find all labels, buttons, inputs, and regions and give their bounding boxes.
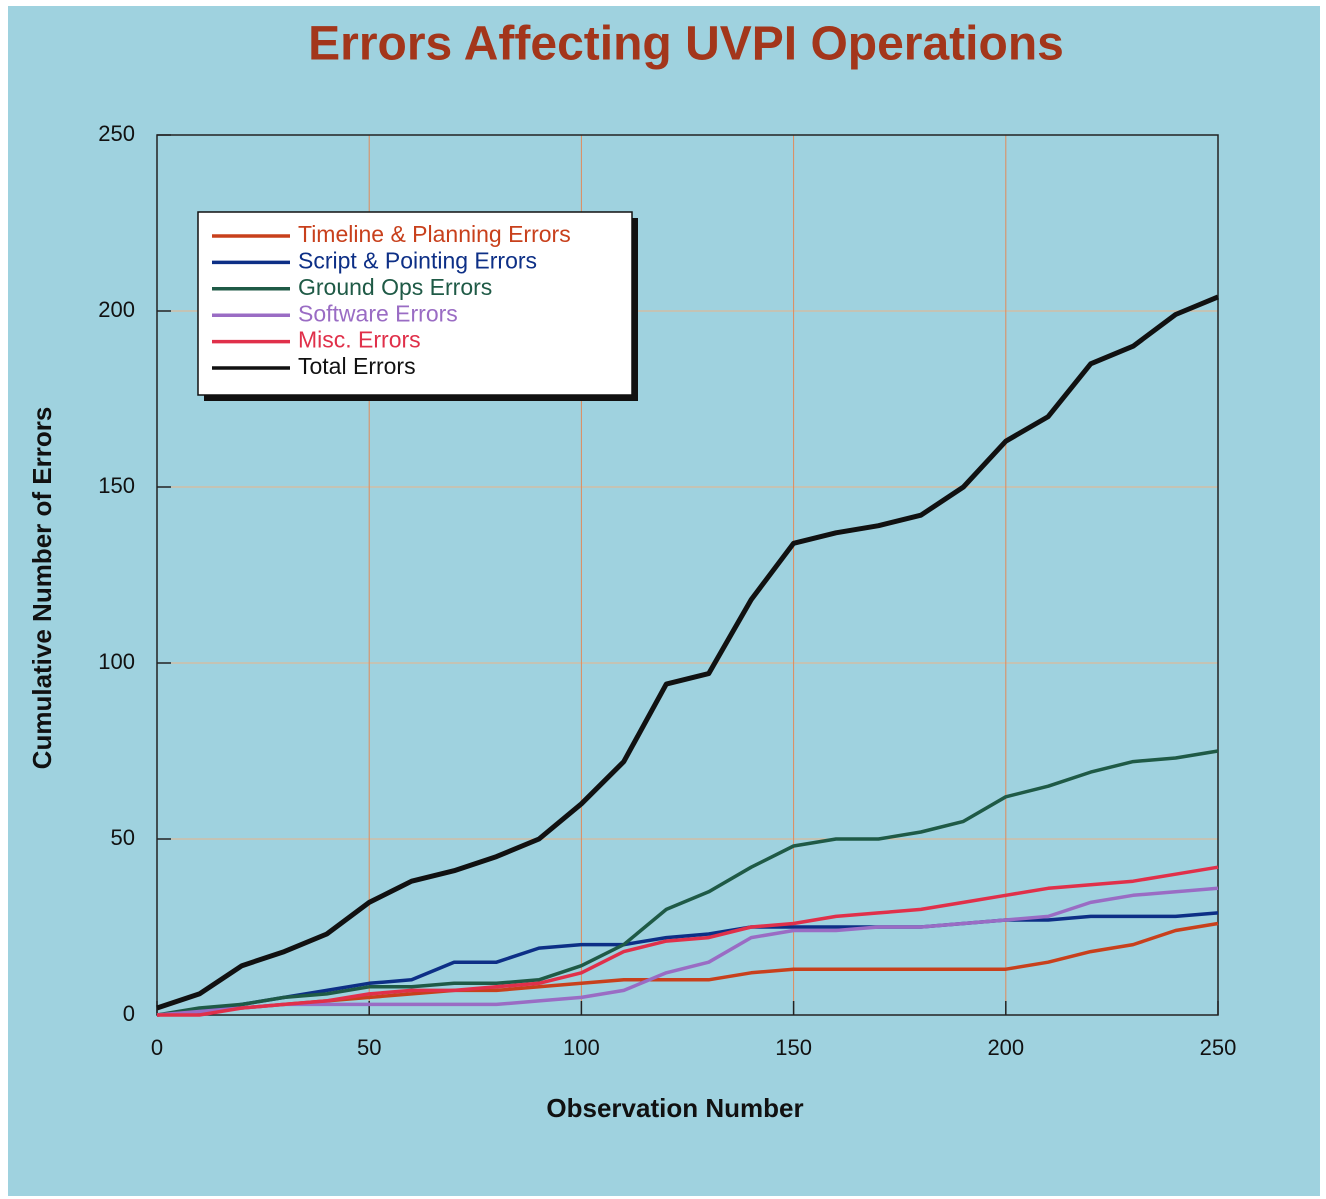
legend-label: Script & Pointing Errors (298, 247, 537, 273)
x-tick-label: 100 (563, 1035, 600, 1060)
plot-frame (156, 134, 1219, 1016)
y-tick-label: 50 (111, 825, 135, 850)
chart-title: Errors Affecting UVPI Operations (308, 18, 1064, 71)
series-line (156, 911, 1219, 1017)
series-line (156, 294, 1219, 1011)
x-tick-label: 200 (987, 1035, 1024, 1060)
series-line (156, 886, 1219, 1017)
y-tick-label: 0 (123, 1001, 135, 1026)
legend-label: Timeline & Planning Errors (298, 221, 571, 247)
legend-label: Total Errors (298, 353, 416, 379)
y-axis-label: Cumulative Number of Errors (27, 407, 57, 770)
legend-label: Misc. Errors (298, 327, 421, 353)
legend-label: Ground Ops Errors (298, 274, 492, 300)
y-tick-label: 150 (98, 473, 135, 498)
y-tick-label: 100 (98, 649, 135, 674)
y-tick-label: 200 (98, 297, 135, 322)
y-tick-label: 250 (98, 121, 135, 146)
x-tick-label: 250 (1200, 1035, 1237, 1060)
legend-label: Software Errors (298, 300, 458, 326)
x-tick-label: 150 (775, 1035, 812, 1060)
x-axis-label: Observation Number (546, 1093, 803, 1123)
series-line (156, 749, 1219, 1017)
legend-box (197, 211, 633, 396)
x-tick-label: 0 (151, 1035, 163, 1060)
x-tick-label: 50 (357, 1035, 381, 1060)
background (8, 6, 1320, 1196)
series-line (157, 865, 1219, 1017)
